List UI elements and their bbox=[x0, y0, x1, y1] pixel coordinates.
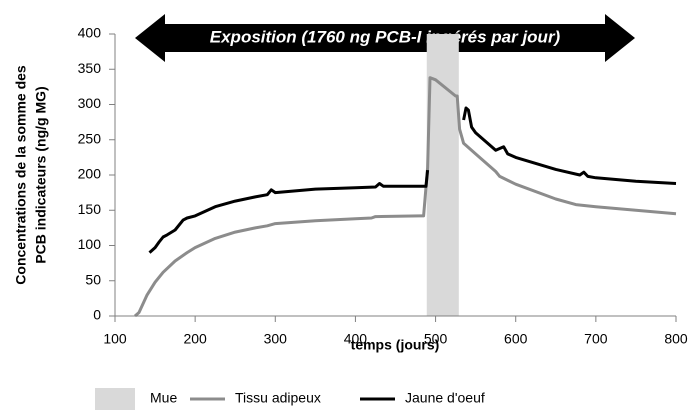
y-axis-label: PCB indicateurs (ng/g MG) bbox=[33, 86, 49, 263]
x-tick-label: 600 bbox=[504, 331, 528, 347]
legend-label: Tissu adipeux bbox=[235, 390, 321, 406]
exposition-arrow bbox=[135, 14, 635, 62]
y-tick-label: 50 bbox=[85, 271, 101, 287]
x-tick-label: 100 bbox=[103, 331, 127, 347]
series-line bbox=[134, 76, 677, 318]
y-tick-label: 100 bbox=[78, 236, 102, 252]
x-tick-label: 700 bbox=[584, 331, 608, 347]
x-tick-label: 800 bbox=[664, 331, 688, 347]
x-tick-label: 500 bbox=[424, 331, 448, 347]
x-tick-label: 200 bbox=[183, 331, 207, 347]
y-tick-label: 0 bbox=[93, 307, 101, 323]
x-axis-label: temps (jours) bbox=[351, 337, 440, 353]
series-line bbox=[148, 106, 677, 254]
legend-label: Jaune d'oeuf bbox=[405, 390, 485, 406]
y-axis-label: Concentrations de la somme des bbox=[13, 65, 29, 285]
y-tick-label: 400 bbox=[78, 25, 102, 41]
x-tick-label: 400 bbox=[344, 331, 368, 347]
legend-swatch bbox=[95, 388, 135, 410]
band bbox=[426, 34, 459, 316]
x-tick-label: 300 bbox=[264, 331, 288, 347]
y-tick-label: 350 bbox=[78, 60, 102, 76]
y-tick-label: 200 bbox=[78, 166, 102, 182]
y-tick-label: 250 bbox=[78, 130, 102, 146]
y-tick-label: 150 bbox=[78, 201, 102, 217]
annotation: Exposition (1760 ng PCB-I ingérés par jo… bbox=[210, 27, 561, 46]
legend-label: Mue bbox=[150, 390, 177, 406]
y-tick-label: 300 bbox=[78, 95, 102, 111]
